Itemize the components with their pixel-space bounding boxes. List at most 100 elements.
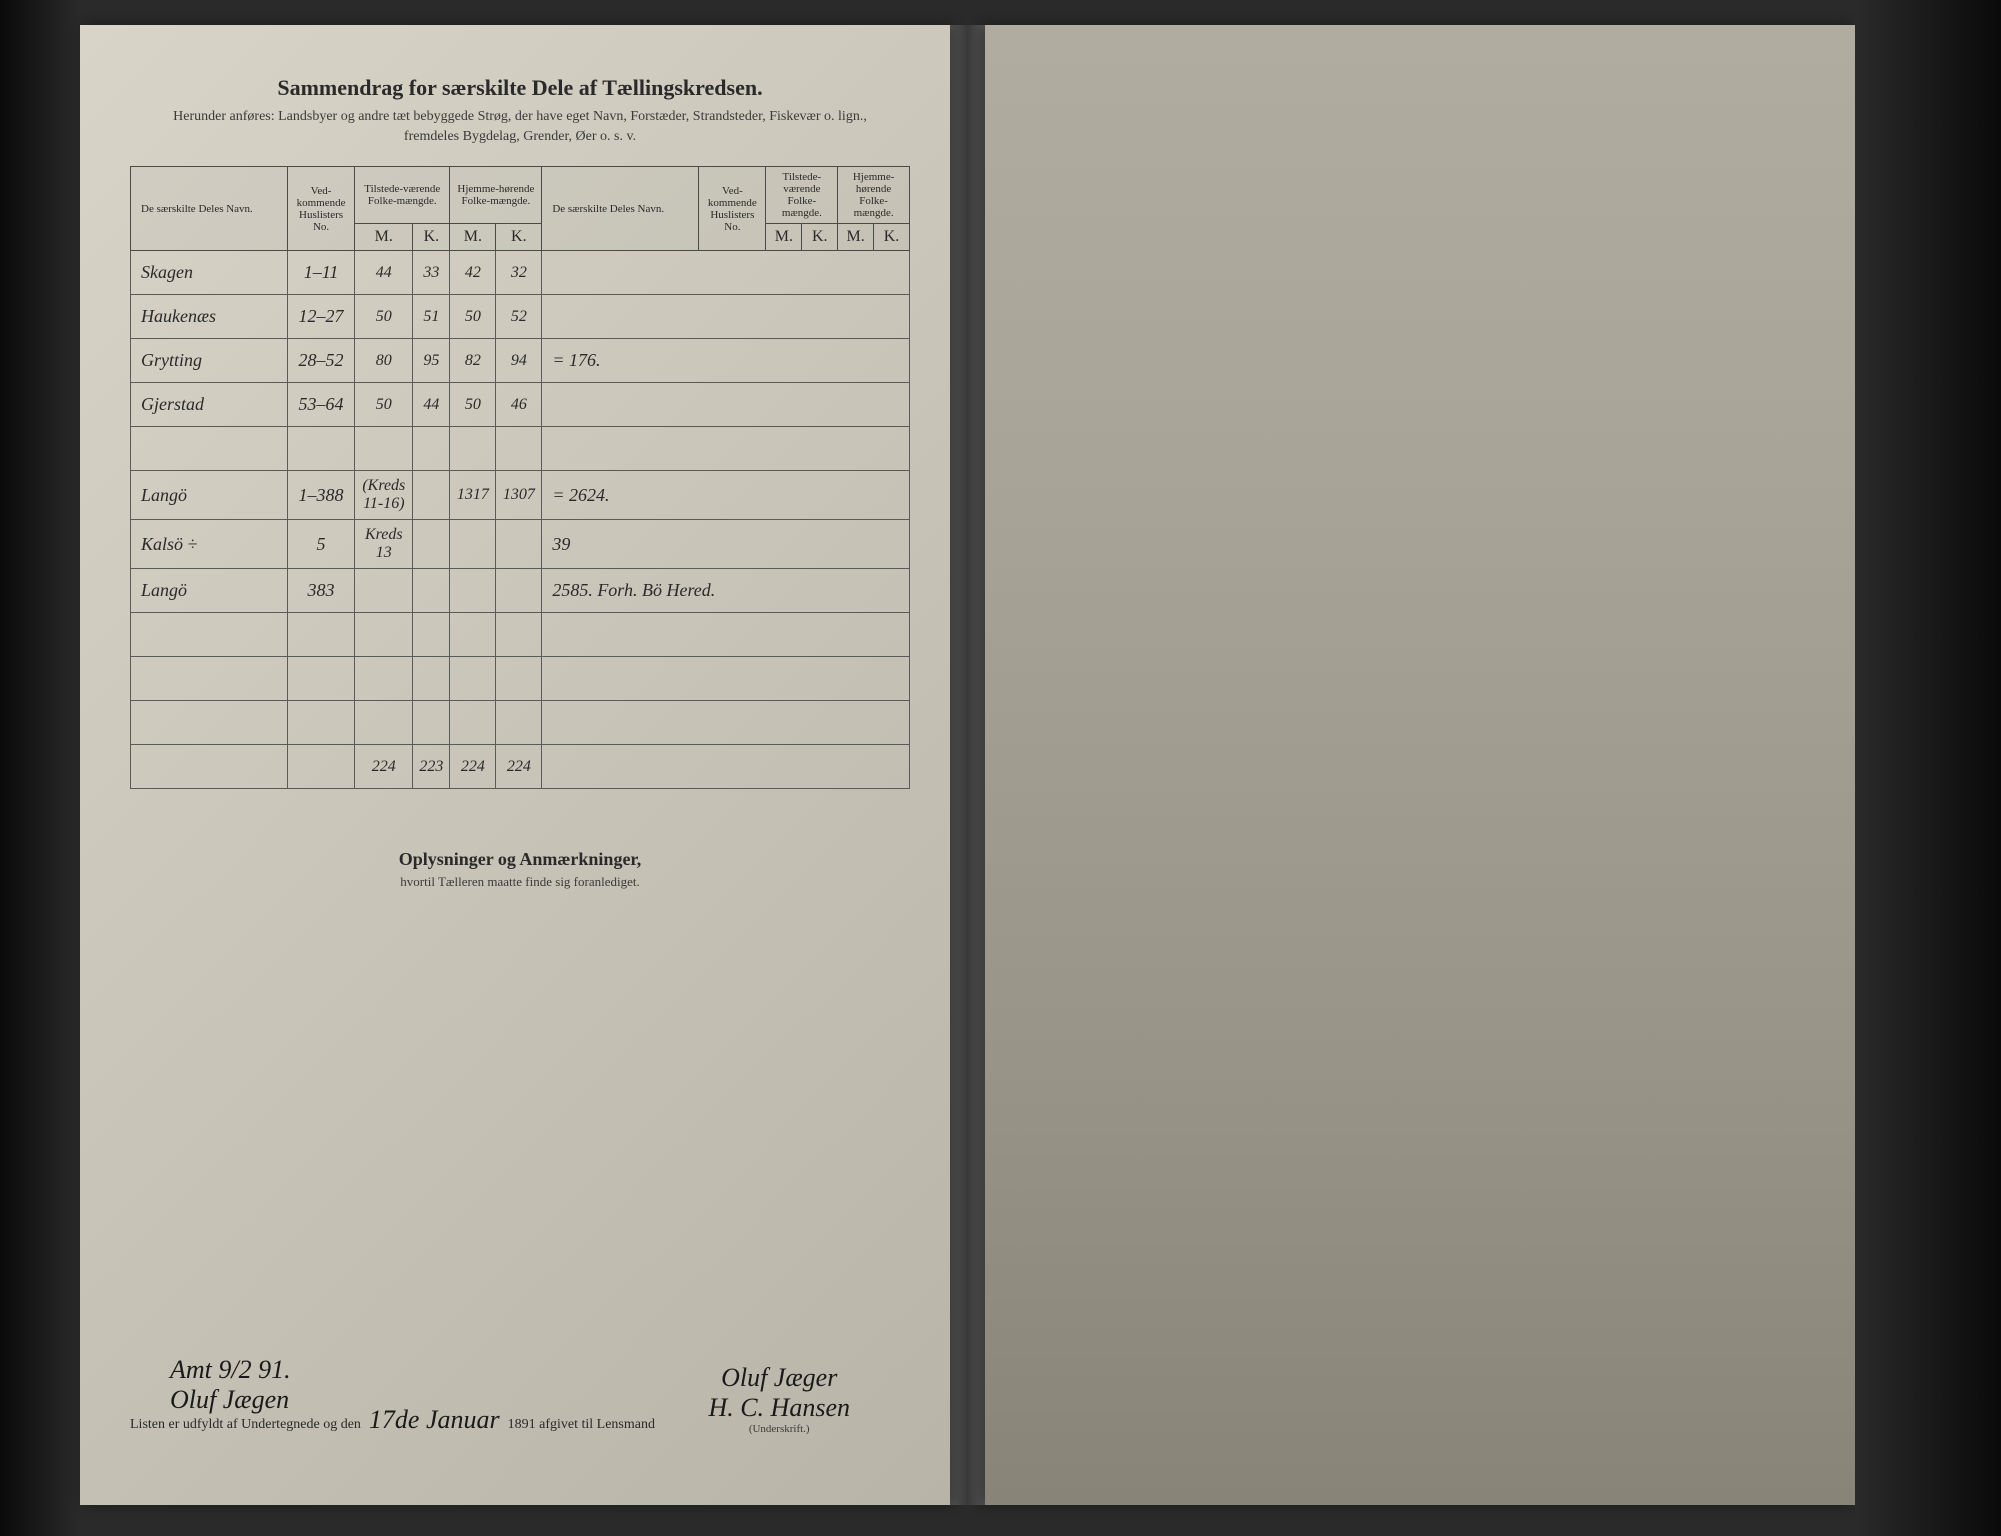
col-huslister-2: Ved-kommende Huslisters No. <box>699 167 766 251</box>
cell-name: Kalsö ÷ <box>131 520 288 569</box>
cell-tk <box>413 520 450 569</box>
table-row: Haukenæs12–2750515052 <box>131 295 910 339</box>
cell-tm <box>355 657 413 701</box>
cell-tm <box>355 613 413 657</box>
cell-name <box>131 427 288 471</box>
cell-hus: 53–64 <box>287 383 354 427</box>
cell-hm: 50 <box>450 383 496 427</box>
cell-hus <box>287 427 354 471</box>
col-k: K. <box>496 224 542 251</box>
cell-hk <box>496 701 542 745</box>
right-page <box>985 25 1855 1505</box>
cell-tk <box>413 657 450 701</box>
cell-tk <box>413 613 450 657</box>
cell-extra <box>542 383 910 427</box>
col-m: M. <box>450 224 496 251</box>
cell-hus: 12–27 <box>287 295 354 339</box>
bottom-sig-1: Amt 9/2 91. <box>170 1355 291 1385</box>
cell-hus <box>287 613 354 657</box>
table-body: Skagen1–1144334232Haukenæs12–2750515052G… <box>131 251 910 745</box>
table-row: Langö3832585. Forh. Bö Hered. <box>131 569 910 613</box>
cell-hm <box>450 520 496 569</box>
cell-hm <box>450 427 496 471</box>
col-tilstede-2: Tilstede-værende Folke-mængde. <box>766 167 838 224</box>
table-row: Skagen1–1144334232 <box>131 251 910 295</box>
cell-hm <box>450 613 496 657</box>
cell-hm: 82 <box>450 339 496 383</box>
cell-name <box>131 701 288 745</box>
table-row: Kalsö ÷5Kreds 1339 <box>131 520 910 569</box>
cell-tm <box>355 569 413 613</box>
bottom-signatures: Amt 9/2 91. Oluf Jægen <box>170 1355 291 1415</box>
bottom-sig-2: Oluf Jægen <box>170 1385 291 1415</box>
table-row <box>131 427 910 471</box>
cell-hus: 28–52 <box>287 339 354 383</box>
cell-tk: 44 <box>413 383 450 427</box>
cell-tk <box>413 471 450 520</box>
cell-tm: 80 <box>355 339 413 383</box>
total-tm: 224 <box>355 745 413 789</box>
cell-hk: 1307 <box>496 471 542 520</box>
cell-tk <box>413 427 450 471</box>
total-hm: 224 <box>450 745 496 789</box>
cell-hus: 383 <box>287 569 354 613</box>
col-tilstede: Tilstede-værende Folke-mængde. <box>355 167 450 224</box>
cell-hm: 50 <box>450 295 496 339</box>
cell-tm: 50 <box>355 383 413 427</box>
cell-name <box>131 657 288 701</box>
table-row <box>131 657 910 701</box>
cell-extra: 39 <box>542 520 910 569</box>
cell-hk <box>496 520 542 569</box>
cell-extra: = 176. <box>542 339 910 383</box>
col-huslister: Ved-kommende Huslisters No. <box>287 167 354 251</box>
cell-tk: 51 <box>413 295 450 339</box>
cell-name <box>131 613 288 657</box>
cell-tm: (Kreds 11-16) <box>355 471 413 520</box>
cell-extra <box>542 701 910 745</box>
table-row <box>131 701 910 745</box>
col-hjemme: Hjemme-hørende Folke-mængde. <box>450 167 542 224</box>
page-header: Sammendrag for særskilte Dele af Tælling… <box>130 75 910 146</box>
footer-prefix: Listen er udfyldt af Undertegnede og den <box>130 1417 361 1433</box>
signature-2: H. C. Hansen <box>708 1393 850 1423</box>
cell-hk <box>496 427 542 471</box>
cell-tm: 44 <box>355 251 413 295</box>
binding-left <box>0 0 80 1536</box>
cell-tm <box>355 427 413 471</box>
book-spread: Sammendrag for særskilte Dele af Tælling… <box>0 0 2001 1536</box>
col-m: M. <box>838 224 874 251</box>
cell-hk: 94 <box>496 339 542 383</box>
cell-tk <box>413 701 450 745</box>
cell-hus: 1–388 <box>287 471 354 520</box>
cell-hm: 42 <box>450 251 496 295</box>
footer-year: 1891 afgivet til Lensmand <box>508 1417 655 1433</box>
cell-hus: 1–11 <box>287 251 354 295</box>
remarks-title: Oplysninger og Anmærkninger, <box>130 849 910 870</box>
col-k: K. <box>413 224 450 251</box>
cell-hm <box>450 657 496 701</box>
cell-hk <box>496 613 542 657</box>
cell-name: Grytting <box>131 339 288 383</box>
cell-extra <box>542 295 910 339</box>
totals-row: 224 223 224 224 <box>131 745 910 789</box>
cell-name: Langö <box>131 569 288 613</box>
cell-tm: Kreds 13 <box>355 520 413 569</box>
footer-date: 17de Januar <box>369 1405 500 1435</box>
total-tk: 223 <box>413 745 450 789</box>
footer: Listen er udfyldt af Undertegnede og den… <box>130 1405 910 1435</box>
binding-right <box>1855 0 2001 1536</box>
left-page: Sammendrag for særskilte Dele af Tælling… <box>80 25 950 1505</box>
table-row <box>131 613 910 657</box>
cell-extra <box>542 657 910 701</box>
cell-hk <box>496 569 542 613</box>
cell-name: Gjerstad <box>131 383 288 427</box>
page-subtitle-2: fremdeles Bygdelag, Grender, Øer o. s. v… <box>130 127 910 147</box>
col-k: K. <box>874 224 910 251</box>
table-row: Gjerstad53–6450445046 <box>131 383 910 427</box>
cell-name: Skagen <box>131 251 288 295</box>
cell-tm <box>355 701 413 745</box>
census-table: De særskilte Deles Navn. Ved-kommende Hu… <box>130 166 910 789</box>
book-spine <box>950 25 985 1505</box>
cell-hk: 32 <box>496 251 542 295</box>
cell-tk: 95 <box>413 339 450 383</box>
